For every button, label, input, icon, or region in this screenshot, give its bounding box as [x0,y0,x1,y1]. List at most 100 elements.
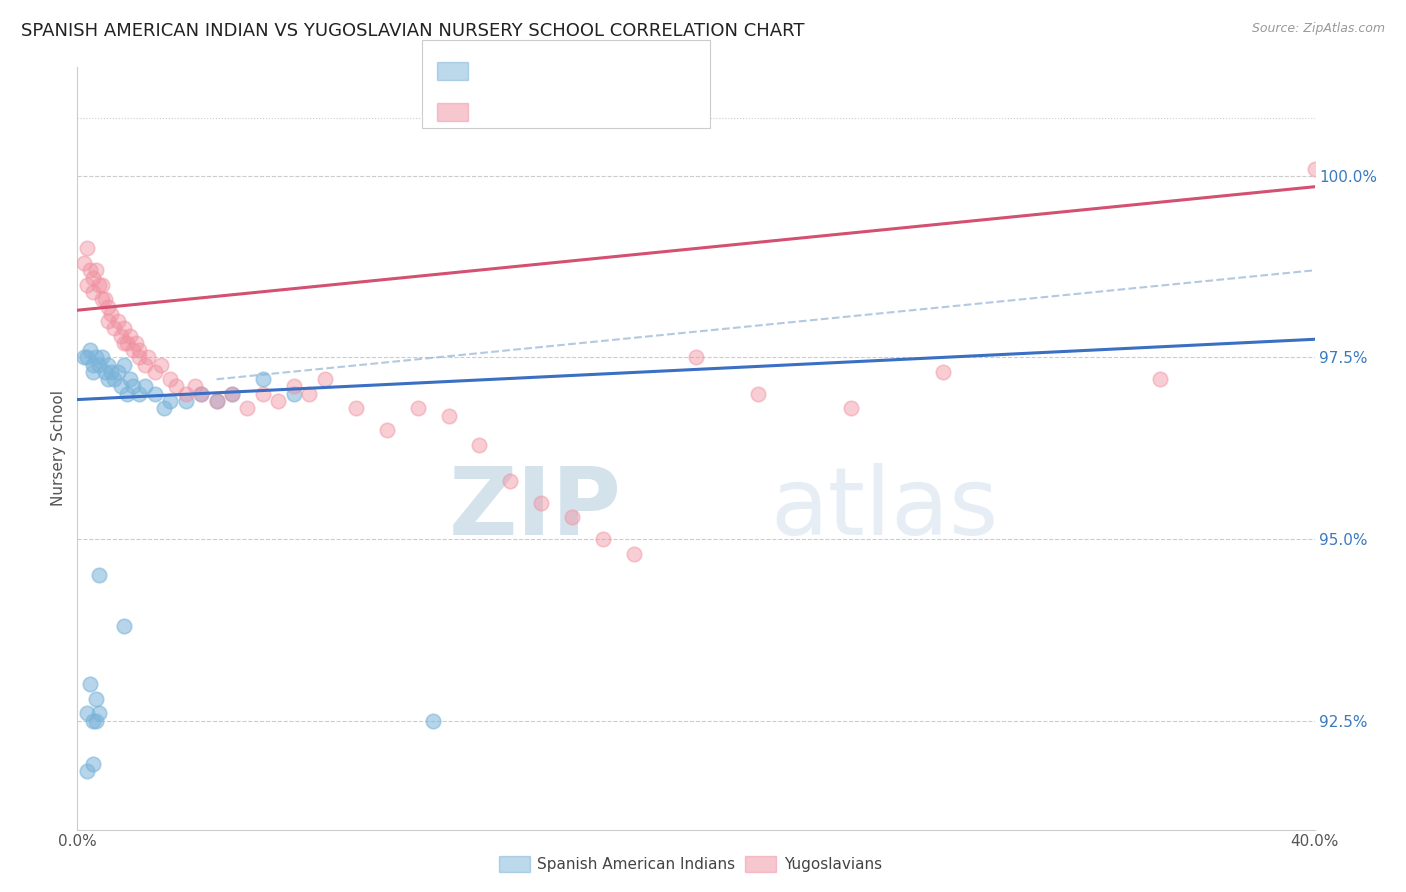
Point [932,365,955,379]
Point [747,386,769,401]
Point [128,343,150,358]
Point [112,619,135,633]
Point [79,677,101,691]
Point [118,372,141,386]
Point [561,510,583,524]
Point [107,365,129,379]
Point [283,386,305,401]
Point [1303,161,1326,176]
Point [76,764,98,779]
Point [623,547,645,561]
Point [143,365,166,379]
Point [314,372,336,386]
Point [84,714,107,728]
Point [91,351,114,365]
Point [205,394,228,409]
Text: SPANISH AMERICAN INDIAN VS YUGOSLAVIAN NURSERY SCHOOL CORRELATION CHART: SPANISH AMERICAN INDIAN VS YUGOSLAVIAN N… [21,22,804,40]
Point [122,379,145,393]
Text: N =: N = [567,101,614,119]
Point [112,358,135,372]
Point [84,691,107,706]
Point [125,335,148,350]
Point [159,372,181,386]
Point [100,365,122,379]
Point [82,365,104,379]
Point [118,328,141,343]
Point [153,401,176,416]
Text: 58: 58 [621,101,644,119]
Point [236,401,259,416]
Point [115,386,138,401]
Text: atlas: atlas [770,463,998,555]
Point [97,372,120,386]
Point [87,706,110,721]
Point [685,351,707,365]
Point [149,358,172,372]
Point [190,386,212,401]
Text: 0.050: 0.050 [513,54,565,71]
Point [91,293,114,307]
Point [91,277,114,292]
Text: Source: ZipAtlas.com: Source: ZipAtlas.com [1251,22,1385,36]
Point [190,386,212,401]
Point [174,386,197,401]
Point [406,401,429,416]
Point [839,401,862,416]
Point [97,300,120,314]
Text: R =: R = [474,101,510,119]
Point [72,256,94,270]
Point [82,270,104,285]
Point [107,314,129,328]
Point [499,474,522,488]
Y-axis label: Nursery School: Nursery School [51,390,66,507]
Point [592,532,614,546]
Point [87,358,110,372]
Point [76,242,98,256]
Point [205,394,228,409]
Text: 0.384: 0.384 [513,101,565,119]
Point [79,263,101,277]
Point [221,386,243,401]
Point [76,351,98,365]
Point [82,714,104,728]
Point [128,386,150,401]
Point [375,423,398,437]
Point [134,379,156,393]
Point [110,328,132,343]
Point [184,379,207,393]
Point [82,757,104,772]
Point [72,351,94,365]
Point [87,277,110,292]
Point [252,386,274,401]
Point [437,409,460,423]
Point [112,321,135,335]
Point [97,314,120,328]
Text: Spanish American Indians: Spanish American Indians [537,857,735,871]
Point [344,401,367,416]
Point [165,379,187,393]
Text: N =: N = [567,54,614,71]
Point [122,343,145,358]
Point [115,335,138,350]
Point [76,706,98,721]
Point [82,285,104,299]
Point [128,351,150,365]
Point [84,351,107,365]
Point [87,568,110,582]
Point [143,386,166,401]
Point [134,358,156,372]
Point [422,714,444,728]
Point [138,351,160,365]
Point [100,307,122,321]
Text: ZIP: ZIP [449,463,621,555]
Point [174,394,197,409]
Point [79,343,101,358]
Point [1149,372,1171,386]
Text: R =: R = [474,54,510,71]
Point [84,263,107,277]
Point [94,365,117,379]
Point [298,386,321,401]
Point [94,293,117,307]
Point [110,379,132,393]
Point [252,372,274,386]
